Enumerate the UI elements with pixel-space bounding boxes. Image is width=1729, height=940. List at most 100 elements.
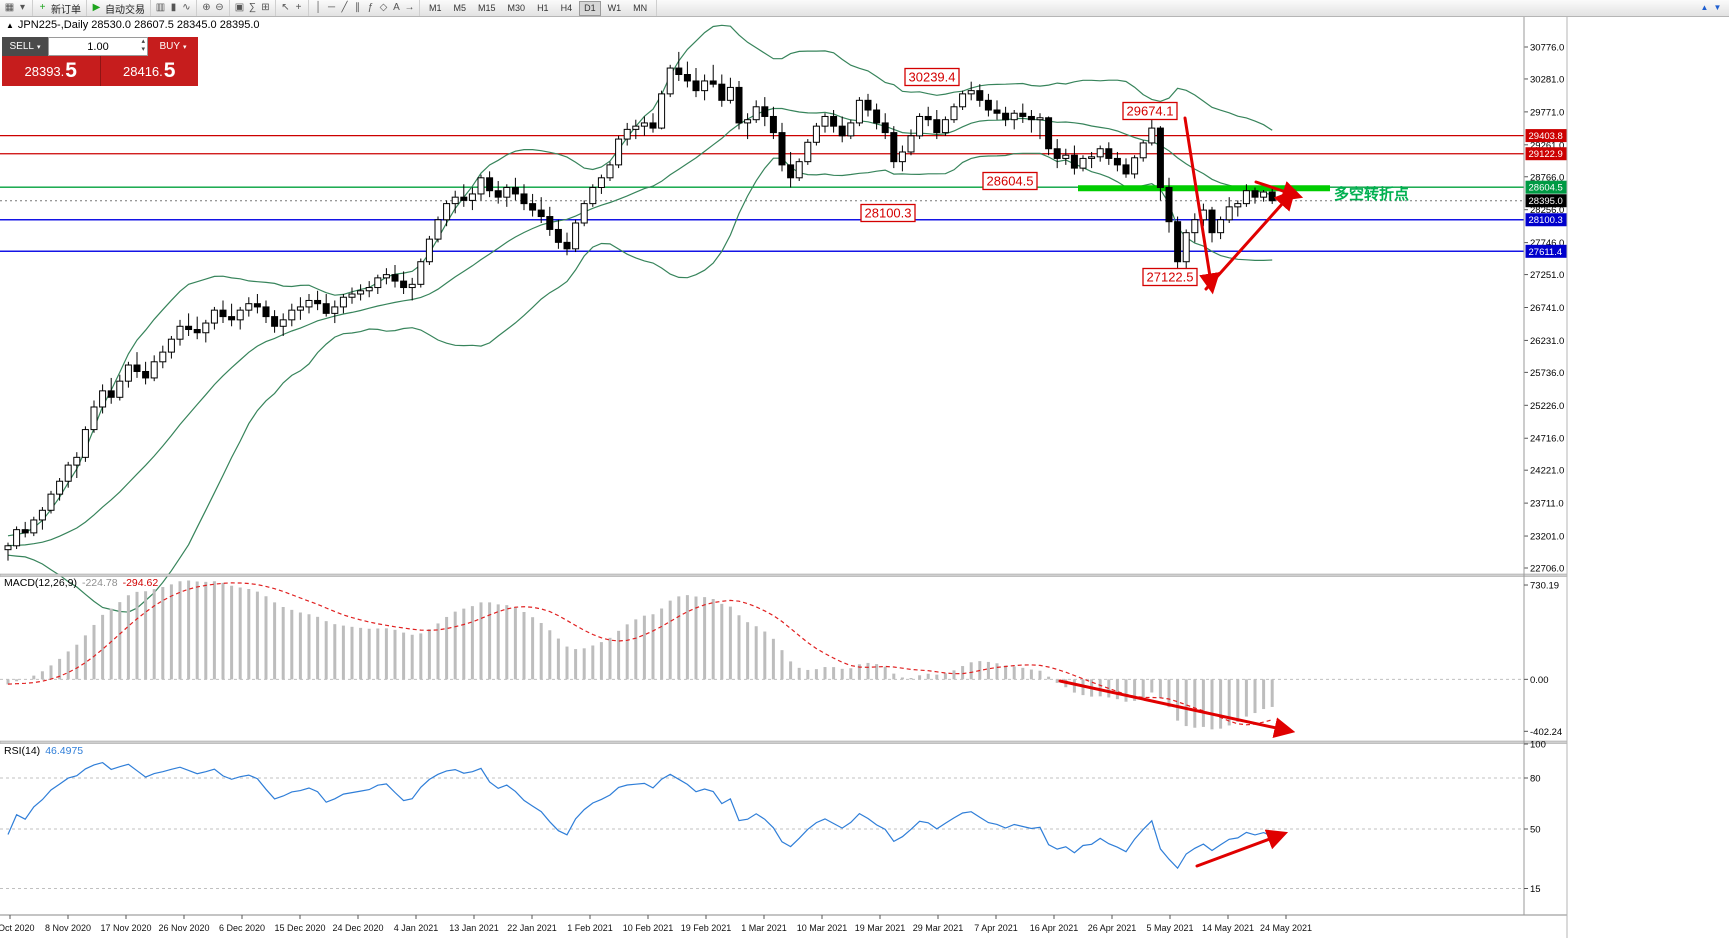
zoom-in-icon[interactable]: ⊕ [202, 2, 211, 13]
volume-input[interactable]: 1.00 ▴ ▾ [48, 37, 148, 56]
crosshair-icon[interactable]: + [295, 2, 302, 13]
chart-bars-icon[interactable]: ▥ [155, 2, 166, 13]
svg-text:-402.24: -402.24 [1530, 727, 1562, 738]
trend-arrow[interactable] [1058, 679, 1296, 738]
collapse-icon[interactable]: ▲ [6, 21, 14, 30]
timeframe-button-mn[interactable]: MN [633, 2, 648, 13]
volume-down-icon[interactable]: ▾ [141, 46, 145, 53]
toolbar-group-charttype: ▥ ▮ ∿ [151, 0, 197, 16]
svg-text:26741.0: 26741.0 [1530, 303, 1564, 314]
turning-point-annotation[interactable]: 多空转折点 [1334, 186, 1410, 203]
toolbar: ▦ ▾ + 新订单 ▶ 自动交易 ▥ ▮ ∿ ⊕ ⊖ ▣ ∑ ⊞ ↖ + │ ─ ╱ ∥ ƒ ◇ A → M1 M5 M15 … [0, 0, 1729, 17]
svg-text:29771.0: 29771.0 [1530, 107, 1564, 118]
sell-label: SELL [9, 41, 34, 52]
text-icon[interactable]: A [393, 2, 400, 13]
trend-arrow[interactable] [1254, 180, 1304, 202]
zoom-out-icon[interactable]: ⊖ [215, 2, 224, 13]
svg-text:10 Feb 2021: 10 Feb 2021 [623, 923, 674, 933]
price-axis[interactable] [1524, 16, 1567, 915]
svg-text:15 Dec 2020: 15 Dec 2020 [274, 923, 325, 933]
svg-text:14 May 2021: 14 May 2021 [1202, 923, 1254, 933]
svg-text:29122.9: 29122.9 [1529, 149, 1563, 160]
svg-text:30281.0: 30281.0 [1530, 74, 1564, 85]
new-order-button[interactable]: + [39, 2, 46, 13]
price-annotation-label[interactable] [982, 171, 1038, 191]
toolbar-group-file: ▦ ▾ [0, 0, 33, 16]
timeframe-button-h4[interactable]: H4 [560, 2, 573, 13]
chart-line-icon[interactable]: ∿ [182, 2, 191, 13]
svg-text:29674.1: 29674.1 [1127, 104, 1174, 119]
new-chart-icon[interactable]: ▦ [4, 2, 15, 13]
vertical-line-icon[interactable]: │ [315, 2, 322, 13]
chart-annotations[interactable]: 30239.4 29674.1 28604.5 28100.3 27122.5 [860, 67, 1304, 868]
svg-text:28100.3: 28100.3 [1529, 215, 1563, 226]
timeframe-button-w1[interactable]: W1 [607, 2, 622, 13]
svg-text:29 Mar 2021: 29 Mar 2021 [913, 923, 964, 933]
timeframe-button-m30[interactable]: M30 [507, 2, 526, 13]
price-annotation-label[interactable] [904, 67, 960, 87]
sell-price-button[interactable]: 28393. 5 [2, 56, 101, 86]
buy-label: BUY [159, 41, 181, 52]
svg-text:26 Apr 2021: 26 Apr 2021 [1088, 923, 1137, 933]
scroll-up-icon[interactable]: ▲ [1700, 3, 1709, 12]
svg-text:27251.0: 27251.0 [1530, 270, 1564, 281]
svg-text:29261.0: 29261.0 [1530, 140, 1564, 151]
timeframe-button-h1[interactable]: H1 [537, 2, 549, 13]
svg-text:29 Oct 2020: 29 Oct 2020 [0, 923, 35, 933]
sell-button[interactable]: SELL ▾ [2, 37, 48, 56]
shapes-icon[interactable]: ◇ [379, 2, 388, 13]
timeframe-button-m15[interactable]: M15 [478, 2, 496, 13]
toolbar-group-objects: │ ─ ╱ ∥ ƒ ◇ A → [309, 0, 420, 16]
svg-text:19 Mar 2021: 19 Mar 2021 [855, 923, 906, 933]
buy-price: 28416. [123, 63, 163, 79]
profiles-icon[interactable]: ▾ [19, 2, 26, 13]
svg-text:16 Apr 2021: 16 Apr 2021 [1030, 923, 1079, 933]
price-annotation-label[interactable] [1122, 101, 1178, 121]
price-scale-labels: 30776.0 30281.0 29771.0 29261.0 28766.0 28256… [1524, 43, 1564, 575]
timeframe-button-m1[interactable]: M1 [429, 2, 442, 13]
buy-price-button[interactable]: 28416. 5 [100, 56, 198, 86]
bollinger-bands [7, 24, 1273, 613]
macd-name: MACD(12,26,9) [4, 577, 77, 589]
horizontal-line-icon[interactable]: ─ [327, 2, 336, 13]
chart-candles-icon[interactable]: ▮ [170, 2, 177, 13]
volume-up-icon[interactable]: ▴ [141, 38, 145, 45]
price-annotation-label[interactable] [1142, 267, 1198, 287]
tile-windows-icon[interactable]: ▣ [234, 2, 245, 13]
trend-arrow[interactable] [1195, 829, 1289, 868]
trend-arrow[interactable] [1204, 188, 1296, 291]
buy-price-big-digit: 5 [163, 59, 176, 82]
svg-text:28604.5: 28604.5 [1529, 183, 1563, 194]
indicators-icon[interactable]: ∑ [248, 2, 257, 13]
svg-text:28604.5: 28604.5 [987, 174, 1034, 189]
chart-title: ▲ JPN225-,Daily 28530.0 28607.5 28345.0 2… [6, 19, 260, 31]
trendline-icon[interactable]: ╱ [341, 2, 348, 13]
trend-arrow[interactable] [1183, 116, 1220, 295]
timeframe-button-m5[interactable]: M5 [453, 2, 467, 13]
time-axis[interactable]: 29 Oct 2020 8 Nov 2020 17 Nov 2020 26 Nov 2… [0, 16, 1567, 933]
horizontal-line-objects[interactable] [0, 134, 1524, 253]
svg-text:0.00: 0.00 [1530, 675, 1549, 686]
templates-icon[interactable]: ⊞ [261, 2, 270, 13]
buy-caret-icon: ▾ [183, 43, 187, 51]
new-order-button-label: 新订单 [51, 4, 81, 16]
cursor-icon[interactable]: ↖ [281, 2, 290, 13]
timeframe-button-d1[interactable]: D1 [579, 0, 601, 16]
price-annotation-label[interactable] [860, 203, 916, 223]
scroll-down-icon[interactable]: ▼ [1713, 3, 1722, 12]
svg-text:22 Jan 2021: 22 Jan 2021 [507, 923, 557, 933]
autotrade-button[interactable]: ▶ [92, 2, 101, 13]
buy-button[interactable]: BUY ▾ [148, 37, 198, 56]
svg-text:24221.0: 24221.0 [1530, 466, 1564, 477]
macd-signal-value: -294.62 [122, 577, 159, 589]
svg-text:4 Jan 2021: 4 Jan 2021 [394, 923, 439, 933]
sell-price-big-digit: 5 [65, 59, 77, 82]
svg-text:27746.0: 27746.0 [1530, 238, 1564, 249]
channel-icon[interactable]: ∥ [355, 2, 360, 13]
fibonacci-icon[interactable]: ƒ [367, 2, 374, 13]
arrow-tool-icon[interactable]: → [404, 2, 415, 13]
svg-text:26 Nov 2020: 26 Nov 2020 [158, 923, 209, 933]
volume-value: 1.00 [87, 40, 109, 53]
price-scale-badges: 29403.8 29122.9 28604.5 28100.3 27611.4 28395… [1525, 129, 1567, 258]
